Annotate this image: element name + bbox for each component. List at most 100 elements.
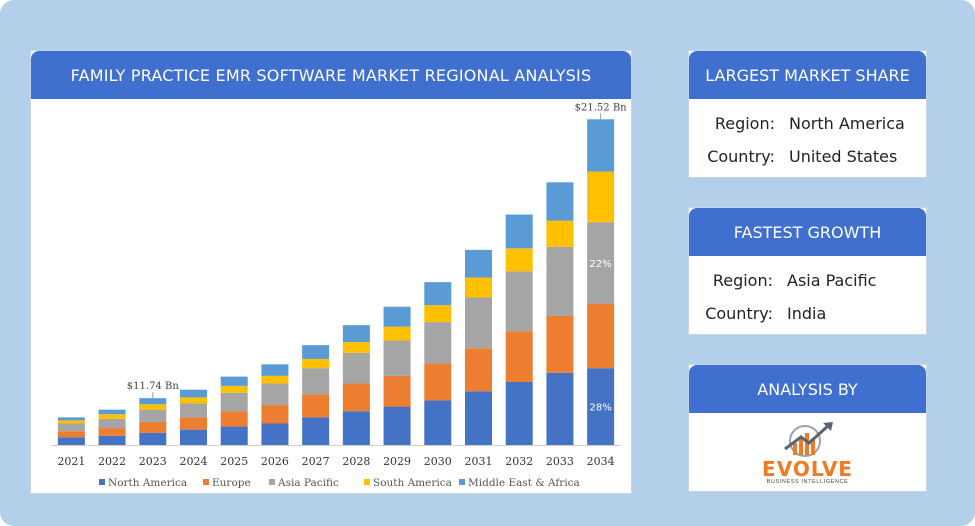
logo-tagline: BUSINESS INTELLIGENCE	[766, 479, 849, 485]
bar-segment-2024-asia-pacific	[180, 403, 207, 418]
bar-segment-2027-europe	[302, 394, 330, 418]
bar-segment-2029-south-america	[383, 326, 411, 341]
bar-segment-2032-north-america	[505, 382, 533, 445]
total-value-label: $11.74 Bn	[127, 381, 180, 392]
bar-segment-2034-middle-east-africa	[587, 119, 615, 172]
legend-swatch	[203, 479, 209, 485]
bar-segment-2034-south-america	[587, 171, 615, 223]
country-value: India	[787, 304, 827, 323]
bar-segment-2026-south-america	[261, 375, 289, 384]
bar-segment-2025-middle-east-africa	[220, 376, 248, 386]
bar-segment-2033-north-america	[546, 372, 574, 445]
bar-segment-2025-asia-pacific	[220, 392, 248, 412]
x-tick-label: 2021	[57, 455, 85, 468]
bar-segment-2032-middle-east-africa	[505, 214, 533, 249]
bar-segment-2023-middle-east-africa	[139, 398, 167, 405]
legend-entry: South America	[373, 477, 452, 489]
chart-panel: FAMILY PRACTICE EMR SOFTWARE MARKET REGI…	[30, 50, 632, 494]
region-value: Asia Pacific	[787, 271, 877, 290]
x-tick-label: 2025	[220, 455, 248, 468]
bar-segment-2030-north-america	[424, 400, 452, 445]
bar-segment-2021-south-america	[57, 420, 85, 424]
bar-segment-2030-europe	[424, 363, 452, 401]
segment-percent-label: 28%	[590, 403, 612, 414]
largest-share-card: LARGEST MARKET SHARE Region: North Ameri…	[688, 50, 927, 178]
bar-segment-2026-europe	[261, 405, 289, 424]
bar-segment-2023-europe	[139, 421, 167, 433]
chart-title: FAMILY PRACTICE EMR SOFTWARE MARKET REGI…	[31, 51, 631, 99]
bar-segment-2028-south-america	[342, 342, 370, 353]
bar-segment-2024-south-america	[180, 397, 207, 404]
legend-swatch	[99, 479, 105, 485]
bar-segment-2031-middle-east-africa	[465, 249, 492, 278]
x-tick-label: 2022	[98, 455, 126, 468]
x-tick-label: 2034	[587, 455, 615, 468]
fastest-growth-country-row: Country: India	[689, 297, 926, 330]
x-tick-label: 2028	[342, 455, 370, 468]
bar-segment-2034-asia-pacific	[587, 222, 615, 304]
bar-segment-2032-south-america	[505, 248, 533, 272]
bar-segment-2026-middle-east-africa	[261, 364, 289, 376]
bar-segment-2022-europe	[98, 428, 126, 436]
bar-segment-2025-europe	[220, 411, 248, 427]
bar-segment-2021-middle-east-africa	[57, 417, 85, 421]
x-tick-label: 2027	[302, 455, 330, 468]
region-value: North America	[789, 114, 905, 133]
bar-segment-2026-asia-pacific	[261, 383, 289, 406]
bar-segment-2033-middle-east-africa	[546, 182, 574, 221]
bar-segment-2034-north-america	[587, 368, 615, 445]
bar-segment-2021-north-america	[57, 437, 85, 445]
analysis-by-card: ANALYSIS BY EVOLVE BUSINESS INTELLIGENCE	[688, 364, 927, 492]
legend-entry: Europe	[212, 477, 251, 489]
x-tick-label: 2024	[180, 455, 208, 468]
bar-segment-2023-north-america	[139, 432, 167, 445]
bar-segment-2029-middle-east-africa	[383, 306, 411, 327]
analysis-by-title: ANALYSIS BY	[689, 365, 926, 413]
largest-share-region-row: Region: North America	[689, 107, 926, 140]
bar-segment-2030-south-america	[424, 305, 452, 323]
fastest-growth-region-row: Region: Asia Pacific	[689, 264, 926, 297]
bar-segment-2032-europe	[505, 331, 533, 383]
growth-bars-arrow-icon	[783, 422, 833, 457]
bar-segment-2022-north-america	[98, 435, 126, 445]
bar-segment-2024-europe	[180, 417, 207, 430]
bar-segment-2023-south-america	[139, 404, 167, 410]
bar-segment-2028-north-america	[342, 411, 370, 445]
bar-segment-2031-south-america	[465, 277, 492, 298]
bar-segment-2027-north-america	[302, 417, 330, 445]
x-tick-label: 2029	[383, 455, 411, 468]
legend-swatch	[269, 479, 275, 485]
bar-segment-2030-middle-east-africa	[424, 282, 452, 306]
bar-segment-2025-south-america	[220, 385, 248, 393]
bar-segment-2028-middle-east-africa	[342, 325, 370, 343]
region-key: Region:	[712, 271, 773, 290]
legend-entry: Asia Pacific	[277, 477, 339, 489]
bar-segment-2022-middle-east-africa	[98, 409, 126, 415]
total-value-label: $21.52 Bn	[575, 102, 628, 113]
country-key: Country:	[707, 147, 775, 166]
bar-segment-2027-asia-pacific	[302, 368, 330, 395]
bar-segment-2030-asia-pacific	[424, 322, 452, 364]
country-key: Country:	[705, 304, 773, 323]
x-tick-label: 2033	[546, 455, 574, 468]
x-tick-label: 2031	[465, 455, 493, 468]
x-tick-label: 2030	[424, 455, 452, 468]
bar-segment-2025-north-america	[220, 426, 248, 445]
bar-segment-2027-middle-east-africa	[302, 345, 330, 359]
legend-swatch	[459, 479, 465, 485]
bar-segment-2029-north-america	[383, 406, 411, 445]
region-key: Region:	[714, 114, 775, 133]
bar-segment-2024-north-america	[180, 429, 207, 445]
bar-segment-2024-middle-east-africa	[180, 389, 207, 398]
evolve-logo: EVOLVE BUSINESS INTELLIGENCE	[689, 413, 926, 491]
bar-segment-2028-europe	[342, 383, 370, 412]
country-value: United States	[789, 147, 898, 166]
bar-segment-2022-south-america	[98, 414, 126, 419]
bar-segment-2032-asia-pacific	[505, 271, 533, 332]
bar-segment-2029-asia-pacific	[383, 340, 411, 376]
bar-segment-2033-europe	[546, 315, 574, 373]
legend-entry: Middle East & Africa	[468, 477, 580, 489]
x-tick-label: 2023	[139, 455, 167, 468]
bar-segment-2029-europe	[383, 375, 411, 407]
bar-segment-2033-south-america	[546, 220, 574, 247]
